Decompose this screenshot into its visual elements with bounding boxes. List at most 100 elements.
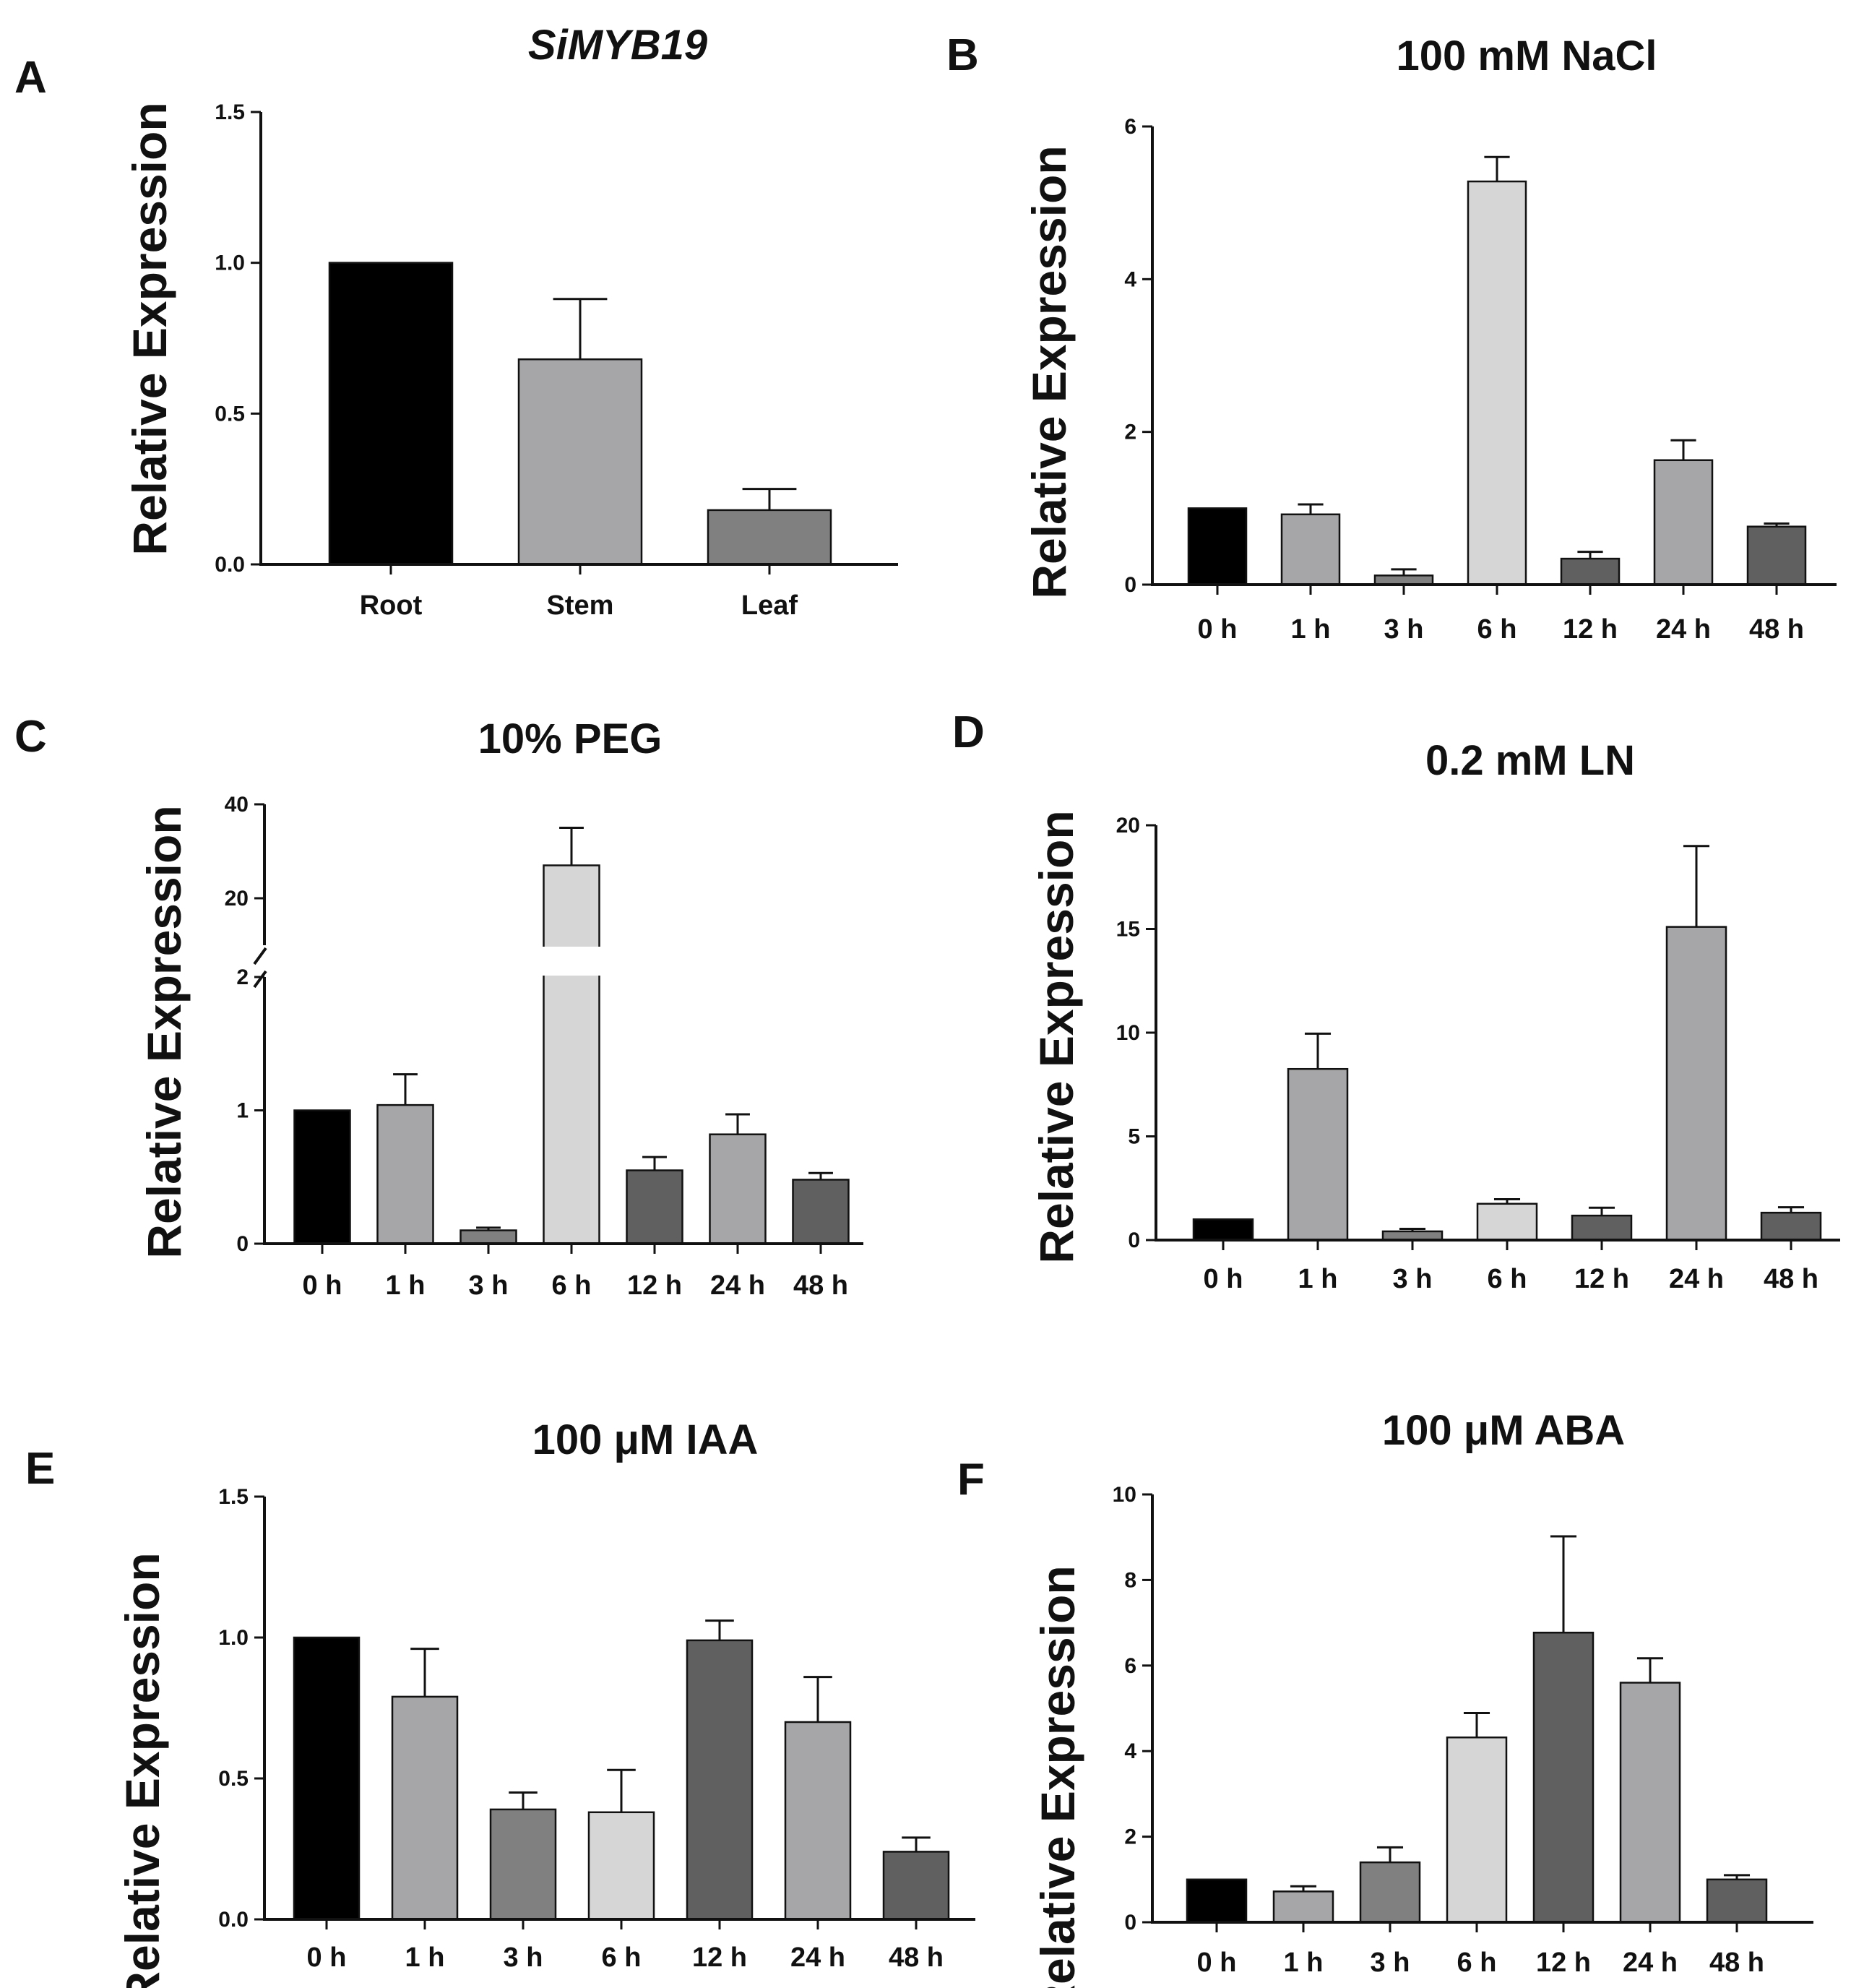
ytick-label-a-1: 0.5 [215, 402, 245, 426]
ytick-label-e-0: 0.0 [218, 1908, 249, 1932]
xtick-label-d-1: 1 h [1298, 1264, 1338, 1294]
xtick-label-a-2: Leaf [741, 590, 798, 621]
xtick-label-c-2: 3 h [469, 1270, 509, 1301]
ytick-label-f-2: 4 [1124, 1739, 1136, 1763]
ytick-label-d-3: 15 [1116, 918, 1140, 942]
panel-e-ylabel: Relative Expression [116, 1552, 169, 1988]
panel-e-letter: E [25, 1444, 55, 1494]
panel-e-title: 100 μM IAA [532, 1416, 759, 1463]
bar-b-0h [1187, 507, 1248, 586]
xtick-label-c-3: 6 h [552, 1270, 592, 1301]
bar-d-6h [1476, 1202, 1538, 1242]
xtick-label-f-0: 0 h [1197, 1948, 1237, 1978]
bar-b-1h [1280, 513, 1341, 586]
xtick-label-e-6: 48 h [889, 1942, 944, 1973]
xtick-label-f-1: 1 h [1284, 1948, 1324, 1978]
xtick-label-c-4: 12 h [627, 1270, 682, 1301]
xtick-label-d-5: 24 h [1669, 1264, 1724, 1294]
ytick-label-c-1: 1 [236, 1099, 249, 1123]
panel-d-ylabel: Relative Expression [1030, 810, 1083, 1263]
ytick-label-c-3: 20 [225, 887, 249, 911]
xtick-label-f-4: 12 h [1536, 1948, 1591, 1978]
ytick-label-f-1: 2 [1124, 1825, 1136, 1849]
bar-e-3h [489, 1808, 557, 1921]
panel-e: E 100 μM IAA Relative Expression 0 h 1 h 3 h 6… [25, 1416, 975, 1988]
xtick-label-b-5: 24 h [1656, 614, 1711, 645]
ytick-label-a-3: 1.5 [215, 100, 245, 124]
xtick-label-c-1: 1 h [386, 1270, 426, 1301]
ytick-label-b-2: 4 [1124, 267, 1136, 291]
ytick-label-f-0: 0 [1124, 1911, 1136, 1935]
xtick-label-d-6: 48 h [1764, 1264, 1818, 1294]
bar-a-Stem [517, 358, 643, 566]
xtick-label-b-2: 3 h [1384, 614, 1424, 645]
bar-a-Leaf [707, 509, 832, 566]
ytick-label-b-1: 2 [1124, 421, 1136, 444]
xtick-label-e-4: 12 h [692, 1942, 747, 1973]
ytick-label-b-3: 6 [1124, 115, 1136, 139]
bar-f-6h [1446, 1737, 1508, 1924]
bar-e-12h [686, 1639, 754, 1921]
ytick-label-c-4: 40 [225, 793, 249, 817]
bar-f-1h [1272, 1890, 1334, 1924]
panel-b-ylabel: Relative Expression [1022, 145, 1076, 598]
panel-f-ylabel: Relative Expression [1031, 1565, 1084, 1988]
panel-a-letter: A [14, 53, 47, 103]
xtick-label-d-2: 3 h [1393, 1264, 1433, 1294]
ytick-label-e-3: 1.5 [218, 1485, 249, 1509]
bar-c-24h [709, 1133, 767, 1245]
bar-c-12h [626, 1169, 683, 1245]
xtick-label-e-0: 0 h [307, 1942, 347, 1973]
ytick-label-d-1: 5 [1128, 1125, 1140, 1149]
ytick-label-f-4: 8 [1124, 1568, 1136, 1592]
ytick-label-c-0: 0 [236, 1232, 249, 1256]
xtick-label-f-5: 24 h [1623, 1948, 1678, 1978]
panel-d-letter: D [952, 707, 985, 757]
panel-c-letter: C [14, 712, 47, 762]
axis-break-mark-lower-c [253, 970, 267, 989]
panel-f: F 100 μM ABA Relative Expression 0 h 1 h 3 h 6… [957, 1407, 1813, 1988]
ytick-label-d-0: 0 [1128, 1228, 1140, 1252]
panel-a-title: SiMYB19 [528, 22, 707, 69]
xtick-label-f-2: 3 h [1371, 1948, 1410, 1978]
xtick-label-e-1: 1 h [405, 1942, 445, 1973]
bar-e-0h [293, 1636, 361, 1921]
bar-d-0h [1192, 1218, 1254, 1242]
ytick-label-c-2: 2 [236, 965, 249, 989]
panel-b: B 100 mM NaCl Relative Expression 0 h 1 h 3 h… [946, 30, 1837, 645]
ytick-label-f-3: 6 [1124, 1654, 1136, 1678]
bar-c-0h [293, 1109, 351, 1245]
bar-c-48h [792, 1179, 850, 1245]
bar-f-24h [1619, 1682, 1681, 1924]
panel-f-title: 100 μM ABA [1382, 1407, 1625, 1454]
ytick-label-d-4: 20 [1116, 814, 1140, 838]
xtick-label-a-1: Stem [547, 590, 614, 621]
ytick-label-a-2: 1.0 [215, 251, 245, 275]
xtick-label-c-5: 24 h [710, 1270, 765, 1301]
xtick-label-b-4: 12 h [1563, 614, 1618, 645]
xtick-label-f-6: 48 h [1709, 1948, 1764, 1978]
xtick-label-c-6: 48 h [793, 1270, 848, 1301]
panel-b-title: 100 mM NaCl [1396, 33, 1657, 79]
xtick-label-b-6: 48 h [1749, 614, 1804, 645]
bar-f-48h [1706, 1878, 1768, 1924]
bar-f-0h [1186, 1878, 1248, 1924]
bar-c-1h [376, 1103, 434, 1245]
bar-e-1h [391, 1695, 459, 1921]
xtick-label-b-1: 1 h [1291, 614, 1331, 645]
axis-break-mark-upper-c [253, 947, 267, 965]
bar-b-12h [1560, 557, 1621, 586]
xtick-label-e-2: 3 h [504, 1942, 543, 1973]
ytick-label-f-5: 10 [1113, 1483, 1136, 1507]
panel-d: D 0.2 mM LN Relative Expression 0 h 1 h 3 h 6 … [952, 707, 1840, 1294]
xtick-label-b-3: 6 h [1477, 614, 1517, 645]
bar-b-24h [1653, 459, 1714, 586]
panel-b-letter: B [946, 30, 979, 80]
bar-d-12h [1571, 1214, 1633, 1242]
bar-a-Root [328, 262, 454, 566]
bar-c-6h [543, 864, 600, 1245]
bar-f-3h [1359, 1861, 1421, 1924]
panel-c-title: 10% PEG [478, 715, 663, 762]
xtick-label-d-4: 12 h [1574, 1264, 1629, 1294]
